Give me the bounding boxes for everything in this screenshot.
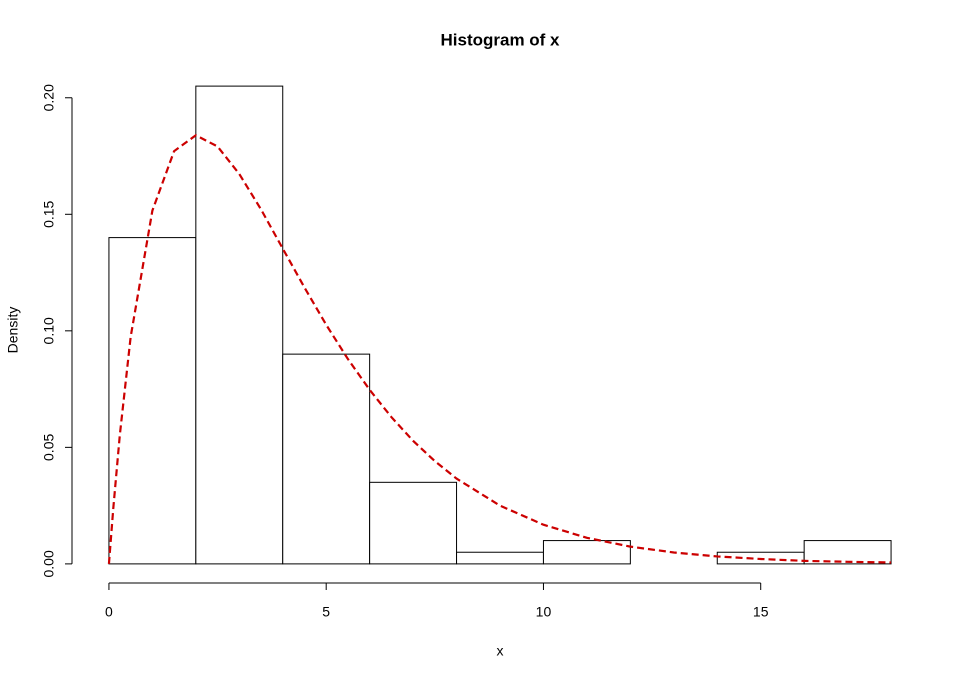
y-axis-label: Density bbox=[5, 307, 21, 354]
chart-title: Histogram of x bbox=[440, 30, 560, 49]
y-tick-label: 0.00 bbox=[41, 550, 57, 577]
y-tick-label: 0.10 bbox=[41, 317, 57, 344]
bar bbox=[108, 237, 197, 565]
bar bbox=[282, 353, 371, 565]
x-tick-label: 5 bbox=[322, 604, 330, 620]
y-tick-label: 0.20 bbox=[41, 84, 57, 111]
bar bbox=[369, 481, 458, 565]
x-tick-label: 10 bbox=[536, 604, 552, 620]
y-tick-label: 0.05 bbox=[41, 434, 57, 461]
density-curve bbox=[107, 134, 892, 564]
bar bbox=[195, 85, 284, 565]
y-tick-label: 0.15 bbox=[41, 200, 57, 227]
x-axis-label: x bbox=[497, 643, 504, 659]
bar bbox=[456, 551, 544, 565]
bar bbox=[542, 540, 631, 565]
bar bbox=[803, 540, 892, 565]
x-tick-label: 0 bbox=[105, 604, 113, 620]
x-tick-label: 15 bbox=[753, 604, 769, 620]
